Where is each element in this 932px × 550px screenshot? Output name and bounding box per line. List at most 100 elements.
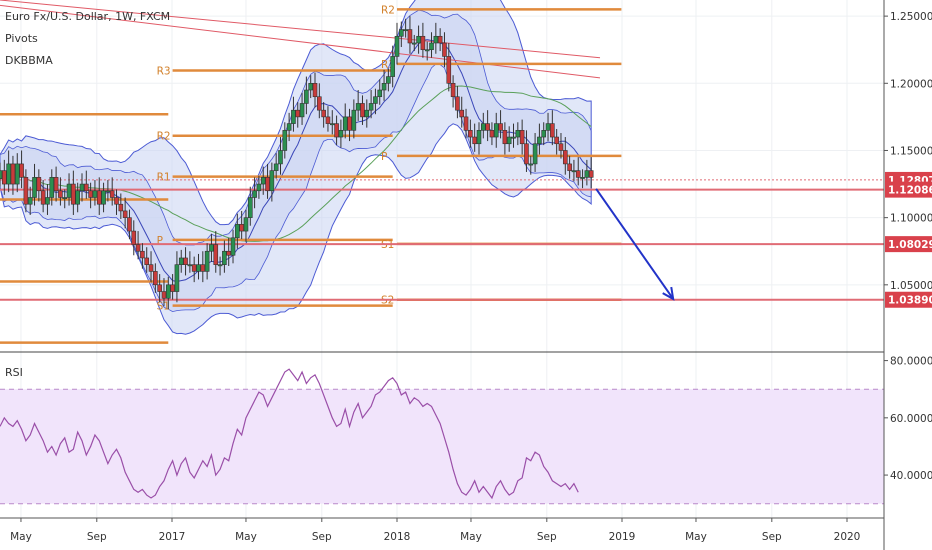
rsi-line-group: [0, 368, 579, 500]
projection-arrow: [595, 188, 675, 301]
candle-body: [459, 109, 465, 118]
candle-body: [580, 177, 585, 179]
candle-body: [450, 82, 456, 98]
candle-body: [429, 42, 434, 51]
pivots-label: Pivots: [5, 32, 38, 45]
candle-body: [407, 29, 413, 44]
candle-body: [481, 123, 486, 131]
candle-body: [562, 150, 568, 165]
candle-body: [252, 190, 257, 198]
candle-body: [368, 103, 374, 111]
candle-body: [265, 177, 270, 192]
candle-body: [88, 190, 93, 198]
candle-body: [476, 130, 482, 145]
candle-body: [286, 123, 292, 131]
candle-body: [334, 123, 339, 138]
price-badge: [885, 291, 932, 308]
time-tick-label: May: [685, 531, 707, 543]
candle-body: [153, 271, 158, 286]
candle-body: [403, 29, 408, 32]
candle-body: [558, 143, 564, 151]
candle-body: [92, 190, 98, 198]
candle-body: [148, 264, 154, 272]
candle-body: [455, 96, 460, 111]
time-tick-label: Sep: [87, 531, 107, 543]
candle-body: [325, 116, 331, 124]
pivot-label: P: [157, 235, 163, 247]
candle-body: [49, 177, 55, 198]
candle-body: [213, 244, 219, 265]
candle-body: [217, 264, 223, 267]
candle-body: [45, 197, 50, 205]
candle-body: [243, 217, 249, 232]
candle-body: [174, 264, 180, 292]
candle-body: [567, 163, 572, 171]
time-tick-label: May: [235, 531, 257, 543]
candle-body: [19, 163, 24, 178]
candle-body: [351, 109, 357, 131]
arrow-head: [662, 286, 675, 301]
candle-body: [489, 130, 495, 138]
candle-body: [519, 130, 525, 145]
candle-body: [140, 250, 145, 259]
candle-body: [165, 284, 171, 299]
candle-body: [187, 264, 193, 267]
candle-body: [170, 284, 175, 292]
candle-body: [71, 183, 76, 205]
candle-body: [235, 224, 240, 239]
price-badge-label: 1.08029: [888, 239, 932, 251]
candle-body: [109, 190, 115, 198]
candle-body: [40, 190, 46, 205]
candle-body: [537, 136, 542, 145]
candle-body: [571, 170, 577, 173]
candle-body: [394, 35, 400, 57]
candle-body: [122, 210, 128, 218]
time-tick-label: 2018: [384, 531, 411, 543]
axes: 1.05000 1.10000 1.15000 1.20000 1.25000 40.00…: [10, 11, 932, 543]
candle-body: [386, 76, 391, 84]
candle-body: [381, 82, 387, 91]
candle-body: [364, 109, 370, 118]
candle-body: [554, 136, 559, 145]
rsi-band: [0, 389, 884, 504]
price-tick-label: 1.10000: [890, 213, 932, 225]
candle-body: [222, 250, 227, 265]
candle-body: [545, 123, 551, 131]
candle-body: [36, 177, 42, 192]
candle-body: [62, 197, 68, 199]
candle-body: [377, 89, 383, 98]
candle-body: [196, 264, 201, 272]
price-badge-label: 1.03890: [888, 295, 932, 307]
candle-body: [157, 284, 162, 292]
candle-body: [58, 190, 63, 198]
time-tick-label: 2017: [159, 531, 186, 543]
candle-body: [575, 170, 581, 178]
candle-body: [493, 123, 499, 138]
price-tick-label: 1.25000: [890, 11, 932, 23]
candle-body: [528, 163, 534, 166]
inner-band: [0, 9, 592, 313]
candle-body: [32, 177, 37, 198]
support-lines: [0, 179, 884, 301]
candle-body: [114, 197, 119, 205]
candles: [0, 16, 594, 310]
candle-body: [226, 250, 232, 256]
price-badge: [885, 181, 932, 198]
time-tick-label: 2019: [609, 531, 636, 543]
candle-body: [532, 143, 538, 165]
candle-body: [27, 197, 33, 205]
candle-body: [256, 183, 262, 192]
candle-body: [299, 103, 305, 118]
candle-body: [338, 130, 344, 138]
candle-body: [23, 177, 29, 205]
pivot-label: R2: [381, 4, 395, 16]
candle-body: [66, 183, 72, 198]
candle-body: [0, 170, 3, 179]
candle-body: [329, 123, 335, 126]
slow-ma: [0, 85, 592, 242]
rsi-tick-label: 80.0000: [890, 356, 932, 368]
candle-body: [446, 56, 452, 84]
time-tick-label: May: [460, 531, 482, 543]
candle-body: [420, 35, 426, 51]
